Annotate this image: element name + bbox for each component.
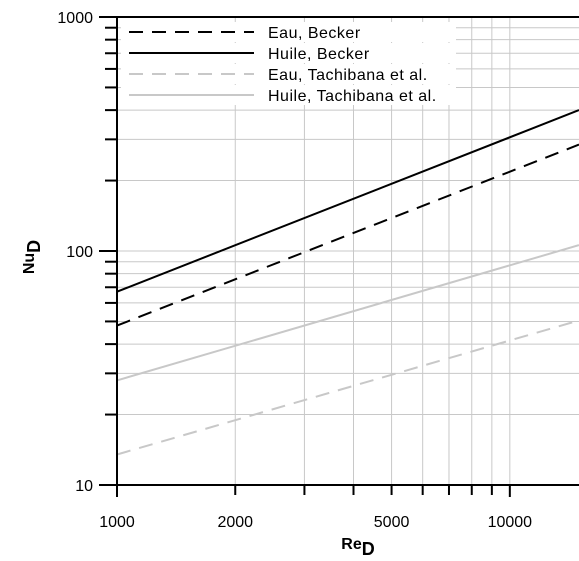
legend-label-4: Huile, Tachibana et al. — [268, 88, 437, 105]
series-line-3 — [116, 319, 579, 456]
series-line-1 — [116, 143, 579, 327]
series-line-4 — [116, 244, 579, 382]
legend: Eau, Becker Huile, Becker Eau, Tachibana e… — [121, 22, 456, 105]
series-line-2 — [116, 109, 579, 293]
legend-background — [121, 85, 456, 105]
ticks: 1000 2000 5000 10000 10 100 1000 ReD NuD — [21, 10, 532, 559]
x-tick-label: 10000 — [488, 514, 533, 531]
series-group — [116, 109, 579, 456]
y-tick-label: 1000 — [57, 10, 93, 27]
x-tick-label: 1000 — [99, 514, 135, 531]
legend-label-2: Huile, Becker — [268, 46, 370, 63]
x-tick-label: 5000 — [374, 514, 410, 531]
legend-background — [121, 43, 456, 63]
legend-label-3: Eau, Tachibana et al. — [268, 67, 428, 84]
legend-background — [121, 22, 456, 42]
legend-label-1: Eau, Becker — [268, 25, 361, 42]
y-tick-label: 10 — [75, 478, 93, 495]
y-axis-label: NuD — [21, 240, 44, 274]
legend-background — [121, 64, 456, 84]
y-tick-label: 100 — [66, 244, 93, 261]
x-axis-label: ReD — [341, 536, 374, 559]
x-tick-label: 2000 — [217, 514, 253, 531]
